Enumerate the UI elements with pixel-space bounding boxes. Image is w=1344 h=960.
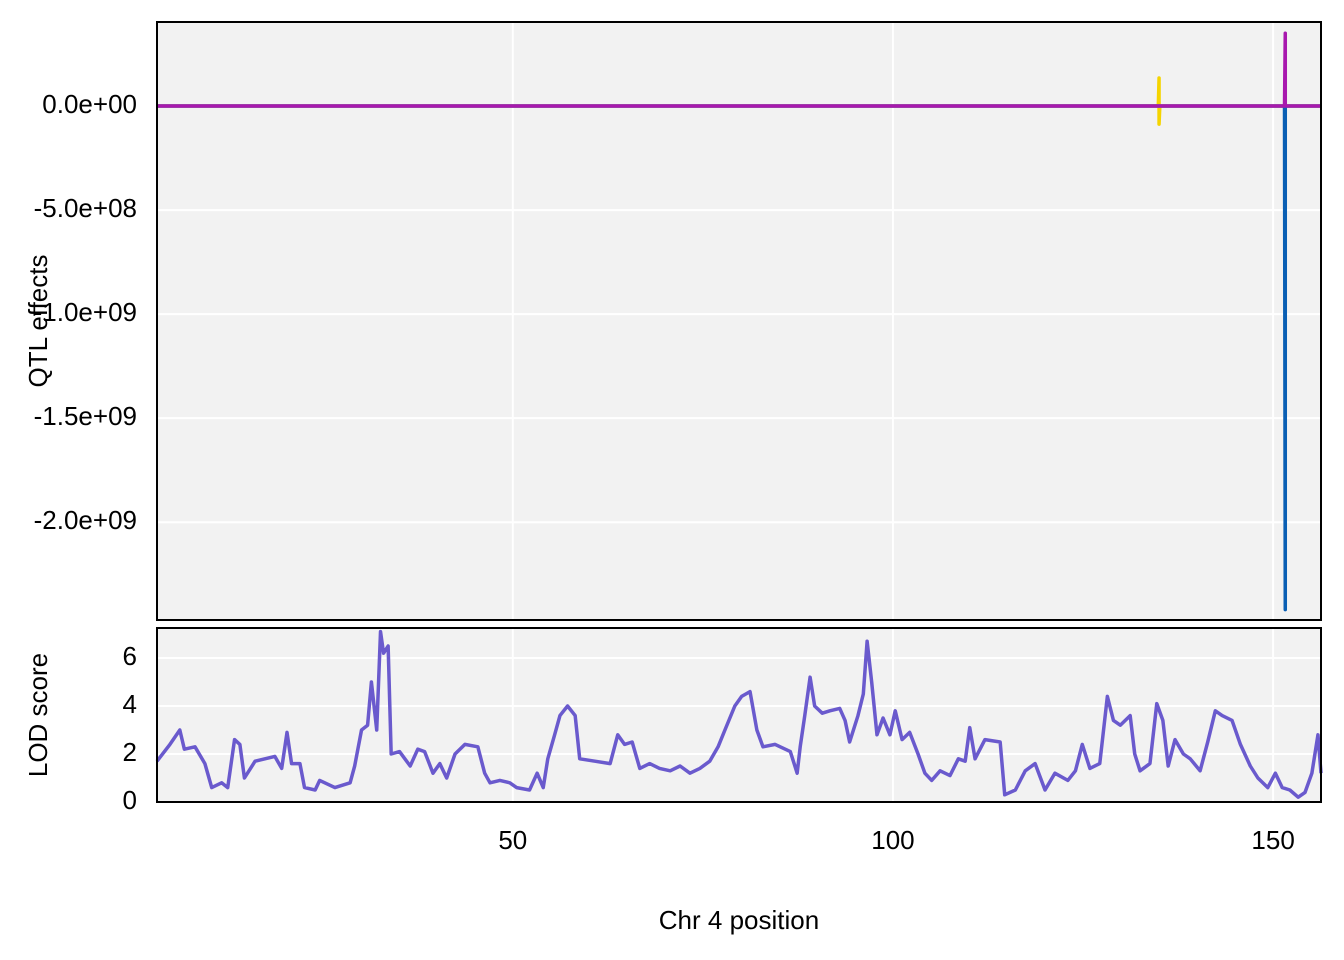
x-axis-title: Chr 4 position bbox=[659, 905, 819, 935]
y-tick-label: 6 bbox=[123, 641, 137, 671]
y-tick-label: -1.0e+09 bbox=[34, 297, 137, 327]
y-tick-label: -2.0e+09 bbox=[34, 505, 137, 535]
y-axis-title: LOD score bbox=[23, 653, 53, 777]
x-tick-label: 150 bbox=[1251, 825, 1294, 855]
y-tick-label: 2 bbox=[123, 737, 137, 767]
plot-border bbox=[156, 21, 1322, 621]
x-tick-label: 50 bbox=[498, 825, 527, 855]
x-tick-label: 100 bbox=[871, 825, 914, 855]
y-tick-label: 4 bbox=[123, 689, 137, 719]
y-tick-label: 0.0e+00 bbox=[42, 89, 137, 119]
y-tick-label: -1.5e+09 bbox=[34, 401, 137, 431]
data-line bbox=[157, 31, 1321, 108]
data-line bbox=[155, 629, 1323, 799]
y-axis-title: QTL effects bbox=[23, 255, 53, 388]
plot-background bbox=[157, 22, 1321, 620]
y-tick-label: -5.0e+08 bbox=[34, 193, 137, 223]
plot-background bbox=[157, 628, 1321, 802]
plot-border bbox=[156, 627, 1322, 803]
y-tick-label: 0 bbox=[123, 785, 137, 815]
